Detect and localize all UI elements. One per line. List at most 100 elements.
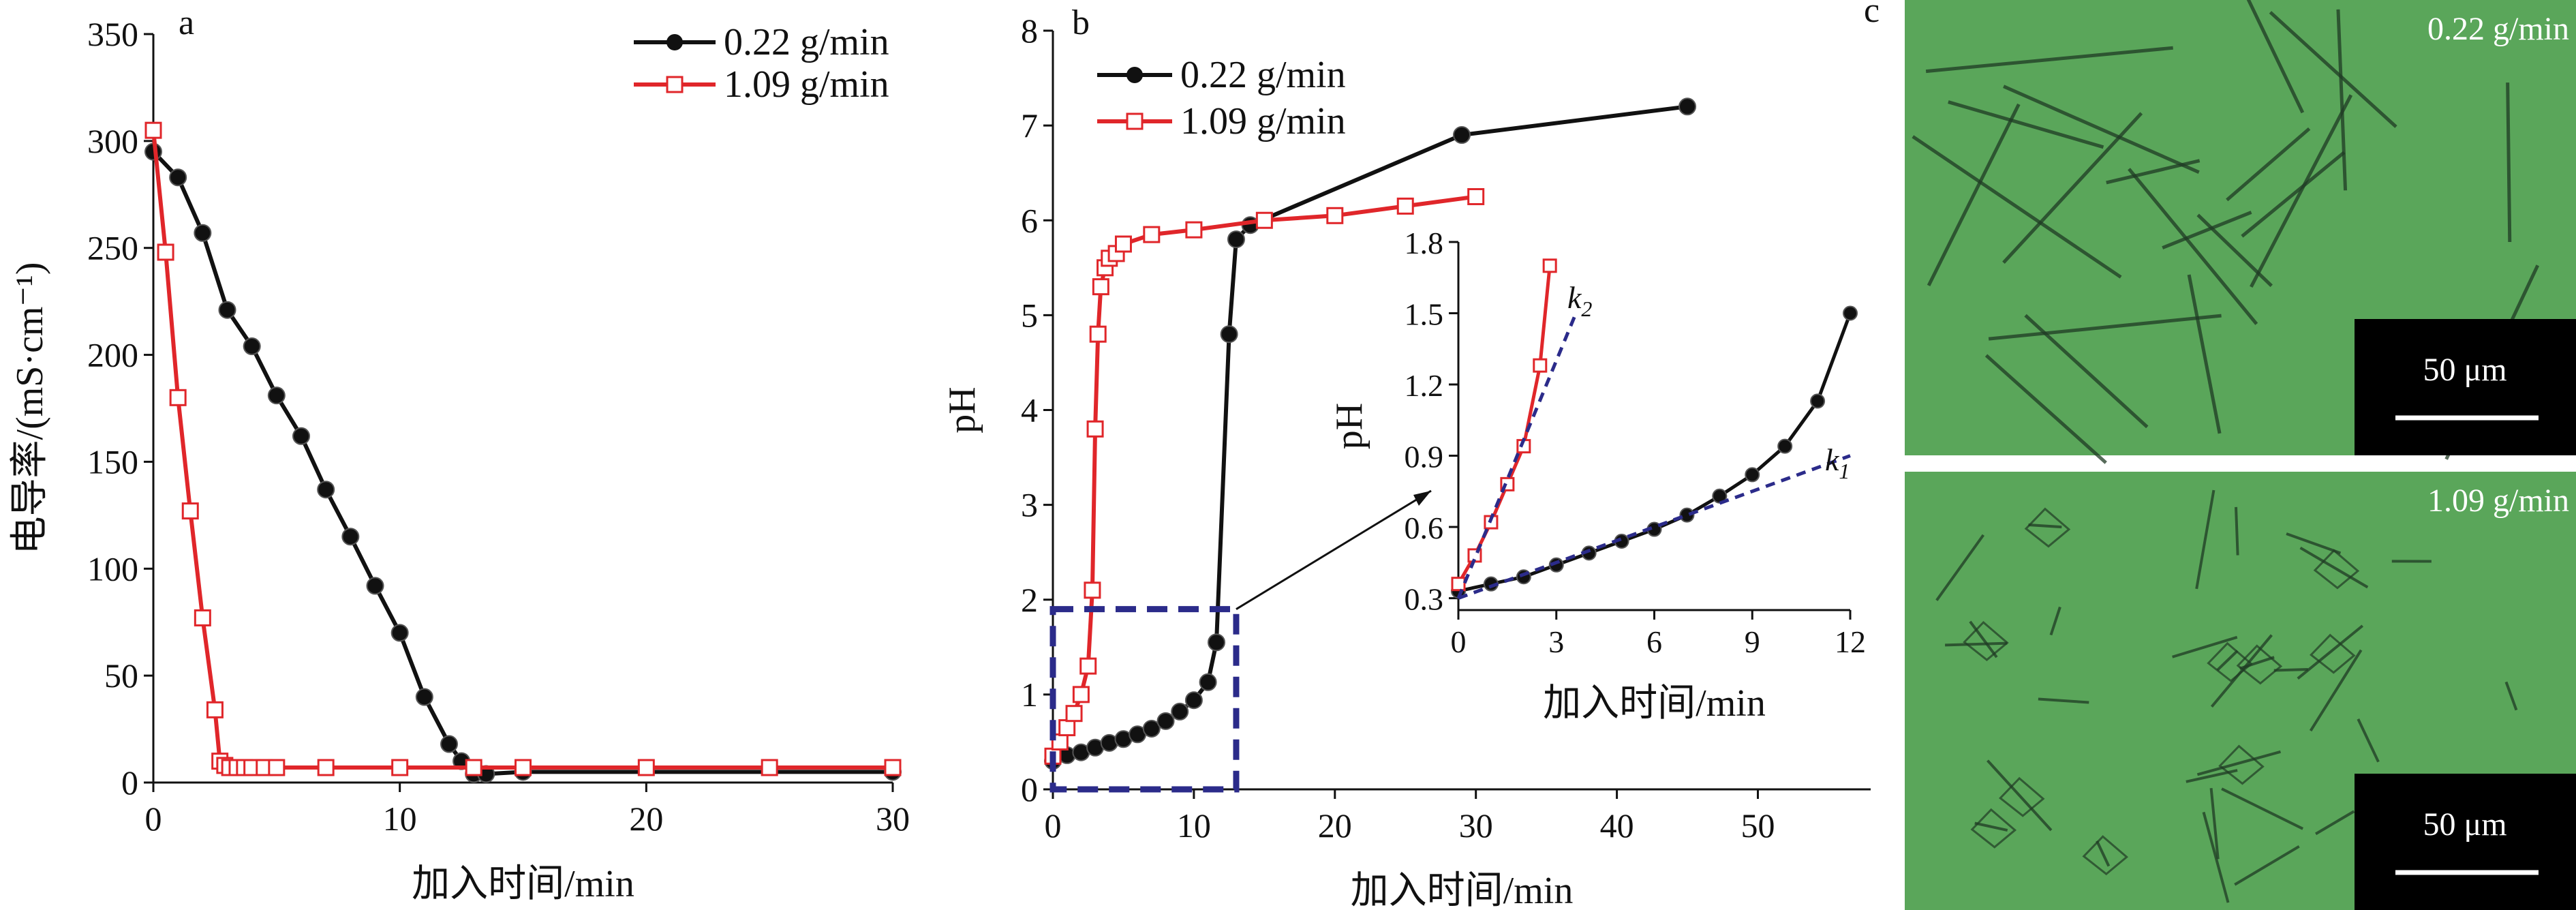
- data-point-circle: [1156, 712, 1175, 730]
- crystal-needle: [2241, 151, 2346, 238]
- y-tick-label: 0.6: [1405, 511, 1444, 545]
- crystal-needle: [2187, 274, 2222, 434]
- crystal-needle: [2357, 718, 2380, 763]
- data-point-circle: [415, 688, 433, 706]
- crystal-needle: [2234, 845, 2300, 886]
- data-point-circle: [1208, 633, 1225, 652]
- zoom-arrow-head: [1413, 491, 1431, 506]
- data-point-square: [1072, 686, 1090, 703]
- data-point-square: [268, 759, 286, 776]
- data-point-square: [637, 759, 655, 776]
- x-tick-label: 20: [629, 800, 663, 838]
- data-point-square: [884, 759, 902, 776]
- x-tick-label: 50: [1741, 806, 1775, 845]
- y-tick-label: 6: [1021, 201, 1038, 239]
- crystal-needle: [2309, 649, 2363, 732]
- crystal-needle: [1984, 354, 2107, 464]
- crystal-needle: [1974, 821, 2008, 832]
- data-point-square: [206, 701, 224, 718]
- crystal-needle: [1948, 100, 2104, 149]
- data-point-circle: [1453, 126, 1471, 145]
- annotation-k2-sub: 2: [1581, 297, 1592, 321]
- scale-bar-label: 50 μm: [2423, 352, 2506, 388]
- crystal-plate: [1998, 776, 2045, 817]
- x-tick-label: 10: [383, 800, 417, 838]
- y-tick-label: 4: [1021, 391, 1038, 429]
- x-axis-label: 加入时间/min: [1351, 870, 1574, 910]
- data-point-circle: [1184, 691, 1203, 710]
- crystal-needle: [1925, 46, 2173, 74]
- fit-line-k2: [1456, 312, 1578, 599]
- data-point-circle: [1220, 325, 1238, 344]
- scale-bar-label: 50 μm: [2423, 806, 2506, 843]
- crystal-needle: [2096, 840, 2111, 867]
- series-line: [151, 130, 893, 770]
- crystal-needle: [2216, 650, 2239, 671]
- data-point-square: [194, 609, 211, 626]
- legend-label: 0.22 g/min: [1180, 54, 1346, 96]
- data-point-circle: [1777, 438, 1793, 454]
- crystal-needle: [2273, 667, 2308, 672]
- crystal-needle: [1988, 314, 2222, 341]
- crystal-needle: [2235, 506, 2239, 556]
- panel-c-micrographs: c 0.22 g/min 50 μm 1.09 g/min 50 μm: [1864, 0, 2576, 910]
- crystal-needle: [2172, 635, 2238, 658]
- y-tick-label: 0.3: [1405, 582, 1444, 617]
- y-tick-label: 1.5: [1405, 297, 1444, 332]
- inset-x-axis-label: 加入时间/min: [1543, 682, 1766, 725]
- data-point-square: [1185, 221, 1203, 239]
- x-tick-label: 3: [1548, 624, 1564, 659]
- y-axis-label: pH: [941, 386, 983, 433]
- data-point-square: [515, 759, 532, 776]
- y-axis-label: 电导率/(mS·cm⁻¹): [9, 262, 51, 555]
- data-point-square: [181, 502, 199, 520]
- micrograph-label: 0.22 g/min: [2427, 11, 2569, 47]
- data-point-circle: [390, 624, 409, 642]
- legend-label: 1.09 g/min: [724, 63, 889, 106]
- crystal-needle: [2209, 787, 2220, 860]
- data-point-circle: [292, 427, 310, 445]
- data-point-square: [317, 759, 335, 776]
- data-point-circle: [317, 481, 335, 499]
- crystal-needle: [2049, 606, 2061, 636]
- legend-label: 0.22 g/min: [724, 21, 889, 63]
- x-tick-label: 30: [1459, 806, 1493, 845]
- crystal-needle: [2297, 624, 2364, 680]
- data-point-circle: [218, 301, 236, 319]
- legend-marker: [1126, 112, 1144, 130]
- y-tick-label: 0: [121, 763, 138, 802]
- data-point-circle: [1142, 719, 1161, 738]
- data-point-square: [1065, 705, 1083, 723]
- data-point-circle: [366, 577, 384, 595]
- x-tick-label: 0: [145, 800, 162, 838]
- data-point-circle: [1678, 97, 1697, 116]
- series-line: [151, 150, 893, 776]
- data-point-square: [1092, 278, 1109, 296]
- data-point-square: [1058, 719, 1076, 737]
- data-point-square: [1467, 187, 1485, 205]
- crystal-needle: [2162, 211, 2252, 249]
- data-point-circle: [1679, 507, 1695, 523]
- micrograph-label: 1.09 g/min: [2427, 483, 2569, 519]
- zoom-arrow: [1236, 489, 1432, 610]
- crystal-plate: [2236, 644, 2283, 685]
- scale-bar-box: [2355, 319, 2576, 455]
- crystal-needle: [2504, 681, 2518, 711]
- crystal-needle: [1927, 103, 2021, 287]
- crystal-needle: [2003, 85, 2200, 175]
- y-tick-label: 0: [1021, 770, 1038, 808]
- panel-label-c: c: [1864, 0, 1880, 30]
- data-point-square: [1326, 207, 1344, 224]
- data-point-circle: [440, 735, 458, 753]
- data-point-square: [761, 759, 778, 776]
- crystal-plate: [2218, 744, 2265, 785]
- crystal-needle: [2315, 810, 2355, 836]
- fit-line-k1: [1458, 454, 1851, 600]
- data-point-square: [1533, 358, 1548, 373]
- legend-label: 1.09 g/min: [1180, 100, 1346, 142]
- data-point-square: [1114, 235, 1132, 253]
- crystal-plate: [1963, 620, 2009, 661]
- y-tick-label: 0.9: [1405, 440, 1444, 474]
- crystal-plate: [1970, 808, 2017, 849]
